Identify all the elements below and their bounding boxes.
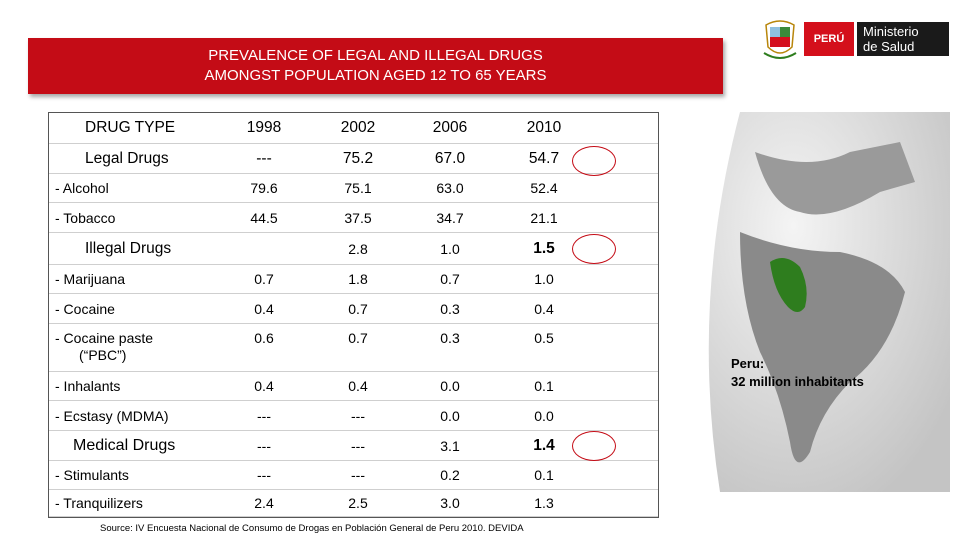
row-value: 0.7	[348, 300, 368, 317]
coat-of-arms-icon	[763, 20, 797, 59]
title-line-1: PREVALENCE OF LEGAL AND ILLEGAL DRUGS	[208, 47, 543, 64]
row-label: - Cocaine paste	[55, 330, 154, 346]
row-label-continuation: (“PBC”)	[79, 347, 127, 363]
row-value: 0.3	[440, 330, 460, 346]
peru-label-box: PERÚ	[804, 22, 854, 56]
table-row: - Cocaine 0.4 0.7 0.3 0.4	[49, 294, 658, 324]
row-label: - Ecstasy (MDMA)	[55, 407, 169, 424]
header-year: 2006	[432, 119, 468, 136]
row-value: 67.0	[434, 149, 466, 167]
table-row: - Alcohol 79.6 75.1 63.0 52.4	[49, 174, 658, 203]
ministry-line-1: Ministerio	[863, 24, 919, 39]
table-row: Legal Drugs --- 75.2 67.0 54.7	[49, 144, 658, 174]
row-label: - Alcohol	[55, 180, 109, 196]
table-row: - Tobacco 44.5 37.5 34.7 21.1	[49, 203, 658, 233]
ministry-label-box: Ministerio de Salud	[857, 22, 949, 56]
table-row: Medical Drugs --- --- 3.1 1.4	[49, 431, 658, 461]
row-value: 1.3	[534, 495, 554, 511]
row-value: 1.5	[533, 239, 555, 257]
row-label: - Tranquilizers	[55, 495, 143, 511]
row-value: 3.0	[440, 495, 460, 511]
row-value: 0.4	[254, 300, 274, 317]
row-value: 0.0	[440, 378, 460, 394]
row-value: 0.3	[440, 300, 460, 317]
row-label-block: - Cocaine paste (“PBC”)	[55, 324, 225, 377]
row-value: 2.8	[348, 240, 368, 257]
header-drug-type: DRUG TYPE	[85, 119, 176, 136]
map-caption-line-1: Peru:	[731, 356, 765, 371]
prevalence-table: DRUG TYPE 1998 2002 2006 2010 Legal Drug…	[48, 112, 659, 518]
row-value: 1.0	[440, 240, 460, 257]
table-row: - Stimulants --- --- 0.2 0.1	[49, 461, 658, 490]
row-value: 1.4	[533, 436, 555, 454]
row-value: 0.7	[254, 271, 274, 287]
row-label: Illegal Drugs	[85, 239, 172, 257]
row-value: 0.7	[440, 271, 460, 287]
source-note: Source: IV Encuesta Nacional de Consumo …	[100, 523, 524, 534]
row-value: 0.4	[348, 378, 368, 394]
highlight-circle	[572, 431, 616, 461]
row-value: 2.5	[348, 495, 368, 511]
row-value: 63.0	[436, 180, 464, 196]
row-value: 1.0	[534, 271, 554, 287]
row-value: 0.4	[254, 378, 274, 394]
highlight-circle	[572, 234, 616, 264]
map-caption: Peru: 32 million inhabitants	[731, 355, 864, 391]
title-line-2: AMONGST POPULATION AGED 12 TO 65 YEARS	[204, 67, 547, 84]
row-value: 37.5	[344, 209, 372, 226]
header-year: 1998	[246, 119, 282, 136]
row-value: 0.6	[254, 330, 274, 346]
title-banner: PREVALENCE OF LEGAL AND ILLEGAL DRUGS AM…	[28, 38, 723, 94]
row-value: 0.0	[534, 407, 554, 424]
row-value: 54.7	[528, 149, 560, 167]
row-value: 79.6	[250, 180, 278, 196]
row-value: ---	[256, 149, 272, 167]
ministry-logo: PERÚ Ministerio de Salud	[760, 14, 950, 64]
row-value: 75.2	[342, 149, 374, 167]
row-value: 0.7	[348, 330, 368, 346]
row-value: 1.8	[348, 271, 368, 287]
row-value: 0.4	[534, 300, 554, 317]
row-label: - Marijuana	[55, 271, 126, 287]
ministry-line-2: de Salud	[863, 39, 915, 54]
row-value: ---	[351, 437, 365, 454]
row-value: ---	[351, 467, 365, 483]
highlight-circle	[572, 146, 616, 176]
row-value: 0.1	[534, 467, 554, 483]
row-label: - Inhalants	[55, 378, 121, 394]
row-value: 0.1	[534, 378, 554, 394]
row-label: - Cocaine	[55, 300, 115, 317]
header-year: 2002	[340, 119, 376, 136]
table-row: - Cocaine paste (“PBC”) 0.6 0.7 0.3 0.5	[49, 324, 658, 372]
globe-map-image	[708, 112, 950, 492]
header-year: 2010	[526, 119, 562, 136]
row-value: 0.0	[440, 407, 460, 424]
row-value: 21.1	[530, 209, 558, 226]
row-value: 52.4	[530, 180, 558, 196]
row-value: 44.5	[250, 209, 278, 226]
table-row: - Marijuana 0.7 1.8 0.7 1.0	[49, 265, 658, 294]
row-label: - Stimulants	[55, 467, 129, 483]
row-value: ---	[257, 467, 271, 483]
table-header-row: DRUG TYPE 1998 2002 2006 2010	[49, 113, 658, 144]
table-row: - Ecstasy (MDMA) --- --- 0.0 0.0	[49, 401, 658, 431]
row-value: 2.4	[254, 495, 274, 511]
table-row: - Inhalants 0.4 0.4 0.0 0.1	[49, 372, 658, 401]
row-value: 0.2	[440, 467, 460, 483]
row-label: Legal Drugs	[85, 149, 169, 167]
row-value: 34.7	[436, 209, 464, 226]
row-label: - Tobacco	[55, 209, 116, 226]
table-row: - Tranquilizers 2.4 2.5 3.0 1.3	[49, 490, 658, 517]
row-value: ---	[257, 407, 271, 424]
row-value	[219, 233, 309, 264]
row-value: 3.1	[440, 437, 460, 454]
row-value: ---	[257, 437, 271, 454]
row-value: 75.1	[344, 180, 372, 196]
row-value: 0.5	[534, 330, 554, 346]
map-caption-line-2: 32 million inhabitants	[731, 374, 864, 389]
table-row: Illegal Drugs 2.8 1.0 1.5	[49, 233, 658, 265]
row-value: ---	[351, 407, 365, 424]
row-label: Medical Drugs	[73, 436, 176, 454]
